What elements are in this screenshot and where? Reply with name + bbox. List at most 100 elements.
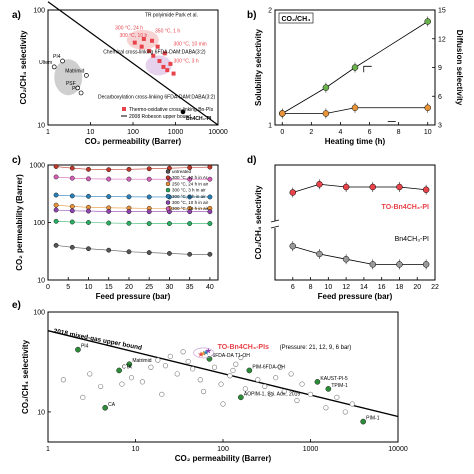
panel-a-ytick-label: 10: [37, 123, 45, 130]
panel-e-xtick-label: 1000: [303, 446, 319, 453]
point-label: PIM-6FDA-OH: [252, 364, 285, 370]
panel-d-break-mark: [270, 219, 280, 223]
annotation-300c-24h: 300 °C, 24 h: [115, 25, 143, 31]
panel-d-break-gap: [272, 221, 278, 228]
panel-b-xtick-label: 2: [309, 129, 313, 136]
panel-c-xtick-label: 0: [46, 284, 50, 291]
panel-c-point: [69, 175, 75, 181]
literature-point: [307, 391, 314, 397]
panel-c-point: [146, 166, 152, 172]
bn-pi-point: [151, 53, 156, 58]
panel-label-e: e): [12, 300, 21, 311]
panel-b-point: [424, 18, 431, 25]
panel-e-xtick-label: 100: [217, 446, 229, 453]
labeled-point: [78, 90, 84, 96]
panel-b-y2tick-label: 15: [438, 8, 446, 15]
panel-d-point: [369, 261, 377, 268]
point-label: KAUST-PI-5: [320, 376, 347, 382]
literature-point: [159, 391, 165, 397]
panel-c-ytick-label: 1000: [29, 163, 45, 170]
arrow-right-axis: [363, 65, 372, 73]
point-label: Ultem: [39, 60, 52, 66]
panel-b-point: [279, 110, 286, 117]
point-label: TPIM-1: [331, 383, 348, 389]
panel-c-point: [187, 165, 193, 171]
panel-d-xtick-label: 10: [324, 284, 332, 291]
literature-point: [148, 364, 154, 370]
literature-point: [281, 388, 287, 395]
point-label: PIM-1: [366, 416, 380, 422]
literature-point: [220, 401, 226, 407]
literature-point: [230, 367, 236, 374]
legend-label-bn-pis: Thermo-oxidative cross-linking Bn-PIs: [129, 107, 214, 113]
point-label: PSF: [66, 81, 76, 87]
panel-c-point: [86, 208, 91, 214]
panel-label-c: c): [12, 155, 21, 166]
panel-d-break-mark: [270, 225, 280, 229]
highlight-label: TO-Bn4CH₃-PIs: [218, 344, 269, 351]
panel-c-point: [69, 208, 75, 214]
literature-point: [139, 379, 146, 385]
panel-b-point: [351, 104, 359, 111]
labeled-point: [60, 58, 65, 64]
highlight-star: ★: [197, 350, 204, 359]
panel-a-xtick-label: 100: [127, 129, 139, 136]
panel-b-point: [424, 104, 431, 111]
panel-d-point: [342, 255, 350, 263]
panel-c-legend-marker: [165, 187, 171, 193]
literature-point: [334, 394, 340, 400]
bn-pi-point: [150, 38, 155, 43]
annotation-tr-polyimide: TR polyimide Park et al.: [145, 12, 198, 18]
panel-c-ytick-label: 100: [33, 220, 45, 227]
panel-c-point: [207, 251, 213, 257]
panel-c-point: [167, 221, 172, 226]
panel-c-legend-marker: [165, 194, 171, 199]
panel-c-point: [167, 251, 172, 256]
literature-point: [190, 366, 196, 372]
annotation-300c-10h: 300 °C, 10 h: [119, 33, 147, 39]
panel-d-xtick-label: 12: [342, 284, 350, 291]
literature-point: [268, 391, 274, 397]
panel-b-ytick-label: 1: [268, 123, 272, 130]
point-label: CTA: [122, 364, 132, 370]
literature-point: [277, 364, 283, 370]
annotation-300c-3h: 300 °C, 3 h: [174, 58, 199, 64]
literature-point: [211, 364, 218, 370]
panel-c-legend-marker: [165, 175, 171, 180]
panel-c-xtick-label: 10: [85, 284, 93, 291]
panel-d-series-label: Bn4CH₃-PI: [395, 236, 429, 243]
panel-d-point: [316, 250, 323, 258]
panel-c-point: [69, 219, 75, 225]
literature-point: [180, 349, 186, 355]
bn-pi-point: [132, 40, 137, 45]
bn-pi-point: [168, 61, 173, 66]
panel-c-point: [69, 165, 75, 171]
panel-d-xtick-label: 16: [378, 284, 386, 291]
literature-point: [80, 394, 86, 400]
panel-d-point: [369, 183, 377, 191]
panel-b-ytick-label: 2: [268, 8, 272, 15]
bn-pi-point: [165, 68, 170, 73]
panel-b-series-line: [282, 107, 428, 114]
panel-c-point: [53, 192, 59, 198]
panel-c-legend-label: 300 °C, 10 h in air: [172, 200, 209, 205]
panel-c-point: [106, 167, 112, 173]
literature-point: [167, 353, 173, 359]
point-label: PI4: [81, 344, 89, 350]
literature-point: [227, 373, 233, 379]
panel-c-point: [69, 244, 75, 250]
legend-label-robeson: 2008 Robeson upper bound: [129, 114, 191, 120]
panel-c-point: [126, 166, 132, 172]
panel-c-legend-marker: [165, 169, 171, 174]
panel-c-point: [53, 242, 59, 248]
panel-c-point: [69, 193, 75, 199]
panel-b-xtick-label: 4: [339, 129, 343, 136]
labeled-point: [126, 361, 133, 368]
panel-c-point: [207, 221, 213, 226]
panel-c-point: [53, 202, 59, 208]
point-label: Matrimid: [132, 358, 151, 364]
panel-c-point: [126, 220, 132, 226]
panel-c-point: [106, 176, 112, 182]
panel-c-point: [146, 209, 152, 215]
